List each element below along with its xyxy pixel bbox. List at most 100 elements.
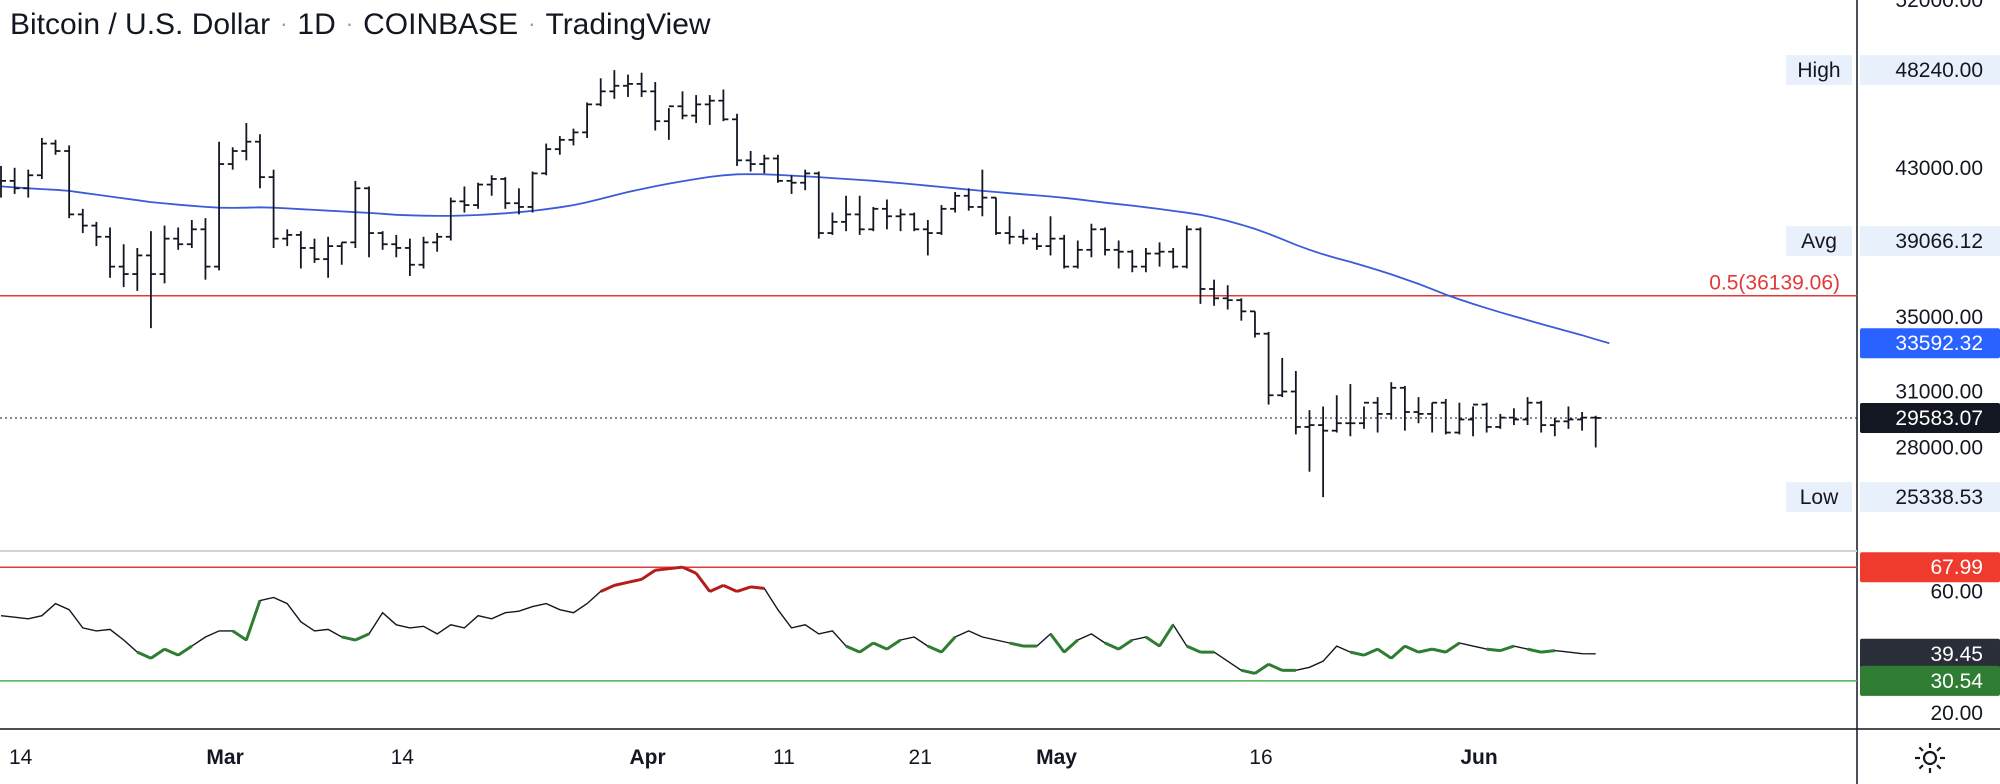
ohlc-bar[interactable] [77,208,88,234]
ohlc-bar[interactable] [1508,408,1519,426]
ohlc-bar[interactable] [500,177,511,209]
ohlc-bar[interactable] [350,180,361,248]
ohlc-bar[interactable] [1522,397,1533,426]
ohlc-bar[interactable] [541,143,552,176]
ohlc-bar[interactable] [827,212,838,235]
ohlc-bar[interactable] [595,78,606,107]
ohlc-bar[interactable] [432,233,443,252]
ohlc-bar[interactable] [718,89,729,122]
rsi-lower-tag[interactable]: 30.54 [1860,665,2000,696]
ohlc-bar[interactable] [936,205,947,235]
ohlc-bar[interactable] [391,234,402,258]
ohlc-bar[interactable] [1168,247,1179,269]
time-axis[interactable]: 14 Mar 14 Apr 11 21 May 16 Jun [9,746,1498,769]
settings-gear-icon[interactable] [1912,740,1948,776]
price-axis[interactable]: 52000.00 43000.00 35000.00 31000.00 28000.00… [1786,0,2000,725]
ohlc-bar[interactable] [186,220,197,248]
symbol-name[interactable]: Bitcoin / U.S. Dollar [10,8,271,41]
ohlc-bar[interactable] [745,151,756,172]
ohlc-bar[interactable] [1290,371,1301,435]
ohlc-bar[interactable] [132,247,143,291]
ohlc-bar[interactable] [1590,415,1601,448]
ohlc-bar[interactable] [663,105,674,140]
ohlc-bar[interactable] [445,197,456,241]
ohlc-bar[interactable] [1277,357,1288,398]
ohlc-bar[interactable] [622,74,633,97]
ohlc-bar[interactable] [1318,406,1329,498]
ohlc-bar[interactable] [582,102,593,138]
ohlc-bar[interactable] [1372,397,1383,433]
ohlc-bar[interactable] [145,231,156,329]
ohlc-bar[interactable] [118,244,129,288]
ohlc-bar[interactable] [91,221,102,247]
ohlc-bar[interactable] [9,167,20,194]
ohlc-bar[interactable] [759,154,770,174]
ohlc-bar[interactable] [1495,413,1506,429]
ohlc-bar[interactable] [909,212,920,232]
ohlc-bar[interactable] [786,175,797,194]
rsi-upper-tag[interactable]: 67.99 [1860,552,2000,583]
ohlc-bar[interactable] [214,141,225,271]
ohlc-bar[interactable] [336,241,347,265]
ohlc-bar[interactable] [418,236,429,269]
ohlc-bar[interactable] [1481,402,1492,433]
rsi-current-tag[interactable]: 39.45 [1860,638,2000,669]
ohlc-bar[interactable] [159,225,170,284]
ohlc-bar[interactable] [1263,331,1274,405]
ohlc-bar[interactable] [813,171,824,239]
ohlc-bar[interactable] [732,113,743,166]
ohlc-bar[interactable] [609,70,620,99]
rsi-pane[interactable] [0,565,1857,682]
ohlc-bar[interactable] [963,188,974,211]
ohlc-bar[interactable] [800,169,811,191]
ohlc-bar[interactable] [868,206,879,232]
ohlc-bar[interactable] [568,128,579,146]
ohlc-bar[interactable] [459,186,470,213]
ohlc-bar[interactable] [1536,400,1547,433]
ohlc-bar[interactable] [990,196,1001,235]
interval-label[interactable]: 1D [297,8,336,41]
ohlc-bar[interactable] [486,175,497,196]
ohlc-bar[interactable] [1413,397,1424,424]
ohlc-bar[interactable] [241,123,252,161]
ohlc-bar[interactable] [1249,310,1260,338]
ohlc-bar[interactable] [1427,401,1438,433]
ohlc-bar[interactable] [473,182,484,209]
ohlc-bar[interactable] [1222,285,1233,310]
ohlc-bar[interactable] [23,169,34,198]
ohlc-bar[interactable] [513,188,524,215]
ohlc-bar[interactable] [1440,398,1451,435]
ohlc-bar[interactable] [1399,385,1410,431]
ohlc-bar[interactable] [922,220,933,256]
ohlc-bar[interactable] [1359,401,1369,429]
ohlc-bar[interactable] [295,231,306,269]
ohlc-bar[interactable] [1331,395,1342,433]
ohlc-bar[interactable] [404,238,415,276]
ma-line[interactable] [0,173,1610,345]
ohlc-bar[interactable] [1018,229,1029,245]
ohlc-bar[interactable] [1181,225,1192,269]
ohlc-bar[interactable] [1004,216,1015,245]
ohlc-bar[interactable] [1045,216,1056,256]
last-price-tag[interactable]: 29583.07 [1860,402,2000,433]
ohlc-bar[interactable] [173,227,184,250]
ohlc-bar[interactable] [691,95,702,124]
ohlc-bar[interactable] [1086,223,1097,258]
ohlc-bar[interactable] [527,171,538,213]
ohlc-bar[interactable] [772,154,783,183]
ohlc-bar[interactable] [1195,227,1206,304]
ohlc-bar[interactable] [36,137,47,179]
ohlc-bar[interactable] [64,145,75,219]
ohlc-bar[interactable] [1563,406,1574,429]
ohlc-bar[interactable] [854,195,865,235]
ohlc-bar[interactable] [636,72,647,97]
ohlc-bar[interactable] [200,218,211,280]
ohlc-bar[interactable] [364,186,375,258]
ohlc-bar[interactable] [1454,402,1465,435]
ohlc-bar[interactable] [1140,247,1151,273]
ohlc-bar[interactable] [881,199,892,230]
ohlc-bar[interactable] [1304,410,1315,472]
ohlc-bar[interactable] [677,91,688,120]
ohlc-bar[interactable] [1468,403,1479,437]
